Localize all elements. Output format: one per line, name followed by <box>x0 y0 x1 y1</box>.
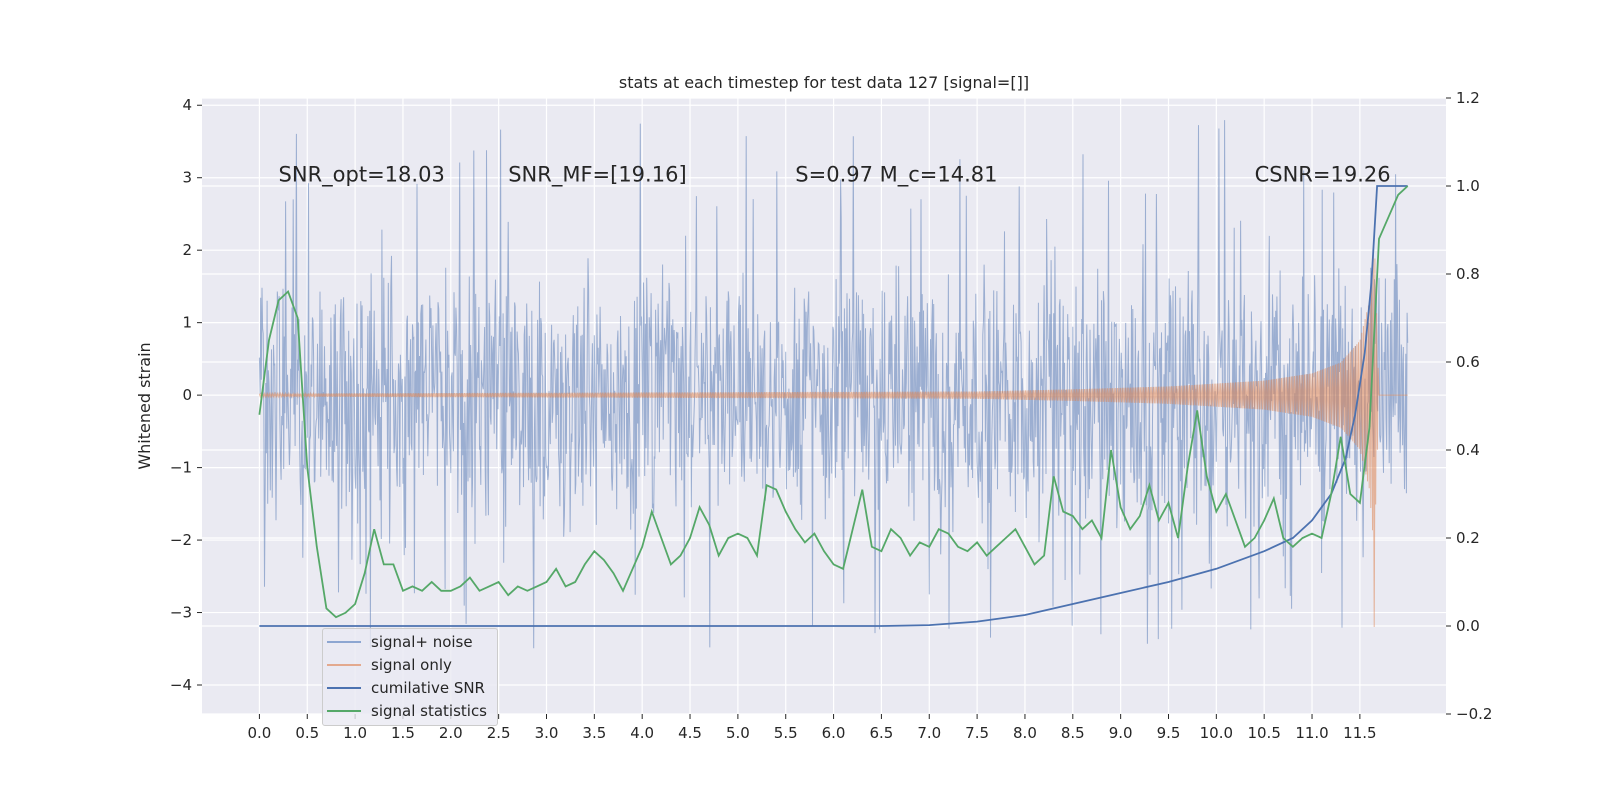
legend-item-cumulative-snr: cumilative SNR <box>327 677 485 699</box>
x-tick-label: 11.5 <box>1343 724 1376 742</box>
y2-tick-label: −0.2 <box>1456 705 1492 723</box>
x-tick-label: 3.5 <box>582 724 606 742</box>
x-tick-label: 5.0 <box>726 724 750 742</box>
chart-title: stats at each timestep for test data 127… <box>619 73 1029 92</box>
y-tick-label: 4 <box>182 96 192 114</box>
y2-tick-label: 0.0 <box>1456 617 1480 635</box>
y-tick-label: −3 <box>170 604 192 622</box>
y-tick-label: 2 <box>182 241 192 259</box>
annotations: SNR_opt=18.03 SNR_MF=[19.16] S=0.97 M_c=… <box>279 162 1391 187</box>
legend-swatch <box>327 687 361 689</box>
x-tick-label: 1.0 <box>343 724 367 742</box>
x-tick-label: 9.5 <box>1157 724 1181 742</box>
x-tick-label: 4.5 <box>678 724 702 742</box>
x-tick-label: 8.0 <box>1013 724 1037 742</box>
legend-label: cumilative SNR <box>371 679 485 697</box>
x-tick-label: 2.5 <box>487 724 511 742</box>
signal-only-series <box>258 248 1408 628</box>
annotation-snr-opt: SNR_opt=18.03 <box>279 162 445 187</box>
y-tick-label: 0 <box>182 386 192 404</box>
y2-tick-label: 0.6 <box>1456 353 1480 371</box>
x-tick-label: 7.5 <box>965 724 989 742</box>
x-tick-label: 5.5 <box>774 724 798 742</box>
legend-item-signal-noise: signal+ noise <box>327 631 473 653</box>
annotation-csnr: CSNR=19.26 <box>1255 162 1391 186</box>
x-tick-label: 8.5 <box>1061 724 1085 742</box>
x-tick-label: 4.0 <box>630 724 654 742</box>
cumulative-snr-line <box>259 185 1408 627</box>
y2-tick-label: 1.0 <box>1456 177 1480 195</box>
legend-swatch <box>327 710 361 712</box>
x-tick-label: 3.0 <box>535 724 559 742</box>
legend: signal+ noise signal only cumilative SNR… <box>322 628 498 726</box>
x-tick-label: 10.5 <box>1247 724 1280 742</box>
y2-tick-label: 0.8 <box>1456 265 1480 283</box>
x-tick-label: 1.5 <box>391 724 415 742</box>
legend-swatch <box>327 641 361 643</box>
x-tick-label: 7.0 <box>917 724 941 742</box>
legend-item-signal-only: signal only <box>327 654 452 676</box>
legend-item-signal-statistics: signal statistics <box>327 700 487 722</box>
y-tick-label: 3 <box>182 169 192 187</box>
legend-label: signal statistics <box>371 702 488 720</box>
x-tick-label: 6.0 <box>822 724 846 742</box>
x-tick-label: 0.0 <box>247 724 271 742</box>
y-tick-label: −2 <box>170 531 192 549</box>
legend-label: signal+ noise <box>371 633 473 651</box>
y2-tick-label: 1.2 <box>1456 89 1480 107</box>
y-tick-label: −1 <box>170 459 192 477</box>
y-tick-label: −4 <box>170 676 192 694</box>
x-tick-label: 9.0 <box>1109 724 1133 742</box>
x-tick-label: 10.0 <box>1200 724 1233 742</box>
y-axis-label: Whitened strain <box>135 342 154 469</box>
x-tick-label: 6.5 <box>869 724 893 742</box>
signal-noise-trace <box>258 120 1409 649</box>
x-tick-label: 11.0 <box>1295 724 1328 742</box>
legend-label: signal only <box>371 656 452 674</box>
x-tick-label: 2.0 <box>439 724 463 742</box>
legend-swatch <box>327 664 361 666</box>
signal-noise-series <box>258 120 1409 649</box>
axis-ticks: 0.0 0.5 1.0 1.5 2.0 2.5 3.0 3.5 4.0 4.5 5.0 5.5 6.0 6… <box>170 89 1493 742</box>
y2-tick-label: 0.4 <box>1456 441 1480 459</box>
annotation-snr-mf: SNR_MF=[19.16] <box>508 162 686 187</box>
y-tick-label: 1 <box>182 314 192 332</box>
signal-statistics-line <box>258 185 1409 619</box>
x-tick-label: 0.5 <box>295 724 319 742</box>
signal-only-trace <box>258 248 1408 628</box>
annotation-s-mc: S=0.97 M_c=14.81 <box>795 162 997 187</box>
y2-tick-label: 0.2 <box>1456 529 1480 547</box>
